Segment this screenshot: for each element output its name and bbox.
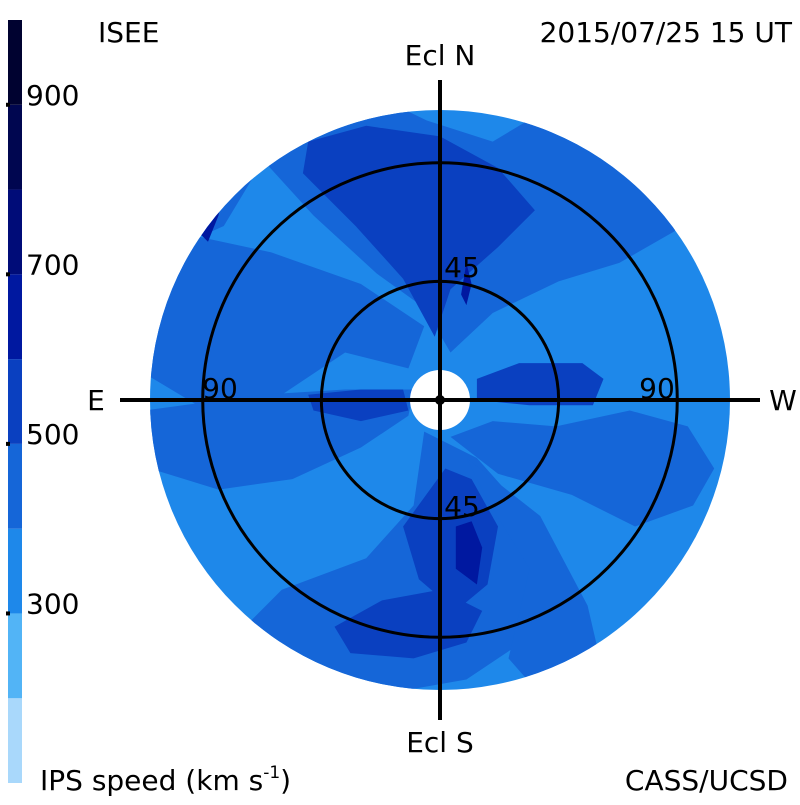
speed-region-fast-lobe-south-east <box>466 458 604 690</box>
colorbar-band-1 <box>8 613 22 699</box>
colorbar-band-3 <box>8 443 22 529</box>
colorbar-band-6 <box>8 189 22 275</box>
speed-region-faster-lobe-east <box>308 389 409 422</box>
colorbar-band-0 <box>8 698 22 783</box>
speed-region-faster-lobe-south-outer <box>334 589 483 659</box>
credit-label: CASS/UCSD <box>625 764 788 797</box>
colorbar-tick-label: 300 <box>26 587 79 620</box>
colorbar-band-7 <box>8 104 22 190</box>
ring-label-90-east: 90 <box>202 372 238 405</box>
axis-label-east: E <box>87 384 105 417</box>
speed-region-faster-lobe-west <box>476 363 604 406</box>
speed-region-fastest-spot-south <box>455 521 483 585</box>
axis-label-south: Ecl S <box>406 726 474 759</box>
colorbar-band-4 <box>8 359 22 444</box>
colorbar-band-5 <box>8 274 22 360</box>
speed-region-faster-lobe-north <box>302 125 535 337</box>
ring-label-90-west: 90 <box>639 372 675 405</box>
colorbar-ticks: 900 700 500 300 <box>6 79 79 620</box>
speed-region-fast-lobe-south-west <box>450 410 715 527</box>
colorbar-tick-mark <box>6 611 10 616</box>
speed-colorbar <box>8 20 22 783</box>
axis-label-north: Ecl N <box>405 39 476 72</box>
colorbar-tick-label: 500 <box>26 418 79 451</box>
speed-region-fast-lobe-north-east <box>150 236 425 406</box>
map-overlay: Ecl N Ecl S E W 45 45 90 90 <box>87 39 797 759</box>
colorbar-title-close: ) <box>280 764 291 797</box>
colorbar-tick-mark <box>6 272 10 277</box>
axis-label-west: W <box>769 384 797 417</box>
ring-label-45-north: 45 <box>444 251 480 284</box>
ring-label-45-south: 45 <box>444 490 480 523</box>
colorbar-band-2 <box>8 528 22 614</box>
timestamp-label: 2015/07/25 15 UT <box>540 16 793 49</box>
colorbar-band-8 <box>8 20 22 105</box>
sun-centre-marker <box>435 395 445 405</box>
colorbar-title: IPS speed (km s-1) <box>40 763 291 797</box>
colorbar-tick-mark <box>6 102 10 107</box>
colorbar-title-exponent: -1 <box>263 763 280 783</box>
colorbar-tick-mark <box>6 441 10 446</box>
source-label: ISEE <box>98 16 159 49</box>
colorbar-tick-label: 900 <box>26 79 79 112</box>
colorbar-tick-label: 700 <box>26 248 79 281</box>
colorbar-title-main: IPS speed (km s <box>40 764 263 797</box>
